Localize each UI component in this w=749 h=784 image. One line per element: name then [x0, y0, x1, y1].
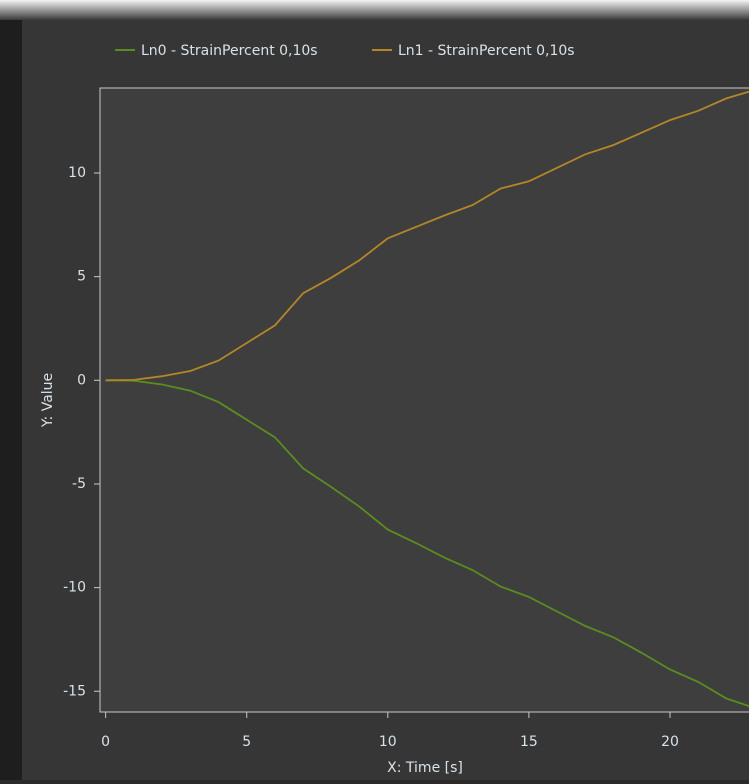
x-tick-label: 0	[101, 734, 110, 750]
y-tick-label: -5	[72, 476, 86, 492]
y-axis-label: Y: Value	[40, 373, 56, 428]
legend-label: Ln1 - StrainPercent 0,10s	[398, 43, 575, 59]
top-shadow	[0, 0, 749, 20]
left-edge	[0, 0, 22, 780]
x-axis-label: X: Time [s]	[387, 760, 463, 776]
x-tick-label: 20	[661, 734, 679, 750]
plot-lines	[105, 90, 749, 707]
legend: Ln0 - StrainPercent 0,10s Ln1 - StrainPer…	[115, 43, 575, 59]
legend-label: Ln0 - StrainPercent 0,10s	[141, 43, 318, 59]
plot-area	[99, 87, 749, 713]
x-tick-label: 10	[379, 734, 397, 750]
x-tick-label: 5	[242, 734, 251, 750]
y-tick-label: 0	[77, 372, 86, 388]
x-tick-label: 15	[520, 734, 538, 750]
series-line	[105, 90, 749, 382]
y-tick-label: 10	[68, 165, 86, 181]
y-tick-label: -10	[63, 580, 86, 596]
y-tick-label: 5	[77, 269, 86, 285]
series-line	[105, 379, 749, 707]
y-tick-label: -15	[63, 683, 86, 699]
